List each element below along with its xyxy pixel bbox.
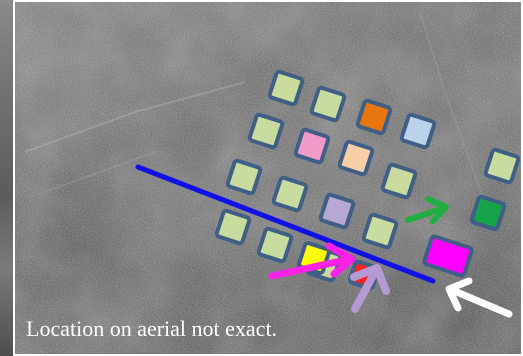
marker-light-green — [271, 175, 309, 213]
blue-line — [135, 164, 436, 284]
marker-magenta — [422, 234, 474, 278]
aerial-photo — [15, 2, 521, 354]
marker-orange — [355, 98, 393, 136]
green-arrow — [405, 196, 449, 224]
marker-light-green — [256, 226, 294, 264]
aerial-photo-texture — [15, 2, 521, 354]
marker-light-green — [225, 158, 263, 196]
magenta-arrow — [268, 242, 356, 280]
white-arrow — [445, 277, 513, 318]
marker-light-green — [214, 208, 252, 246]
marker-light-green — [309, 85, 347, 123]
caption-text: Location on aerial not exact. — [26, 316, 278, 341]
marker-light-green — [267, 69, 305, 107]
marker-lavender — [318, 192, 356, 230]
marker-light-green — [247, 112, 285, 150]
marker-light-blue — [399, 112, 437, 150]
marker-peach — [337, 139, 375, 177]
marker-light-green — [380, 162, 418, 200]
marker-green — [469, 194, 507, 232]
marker-light-green — [361, 212, 399, 250]
lilac-arrow — [350, 264, 390, 313]
marker-pink — [293, 127, 331, 165]
adjacent-photo-edge — [0, 0, 13, 356]
marker-grid — [214, 69, 521, 291]
marker-light-green — [483, 147, 521, 185]
